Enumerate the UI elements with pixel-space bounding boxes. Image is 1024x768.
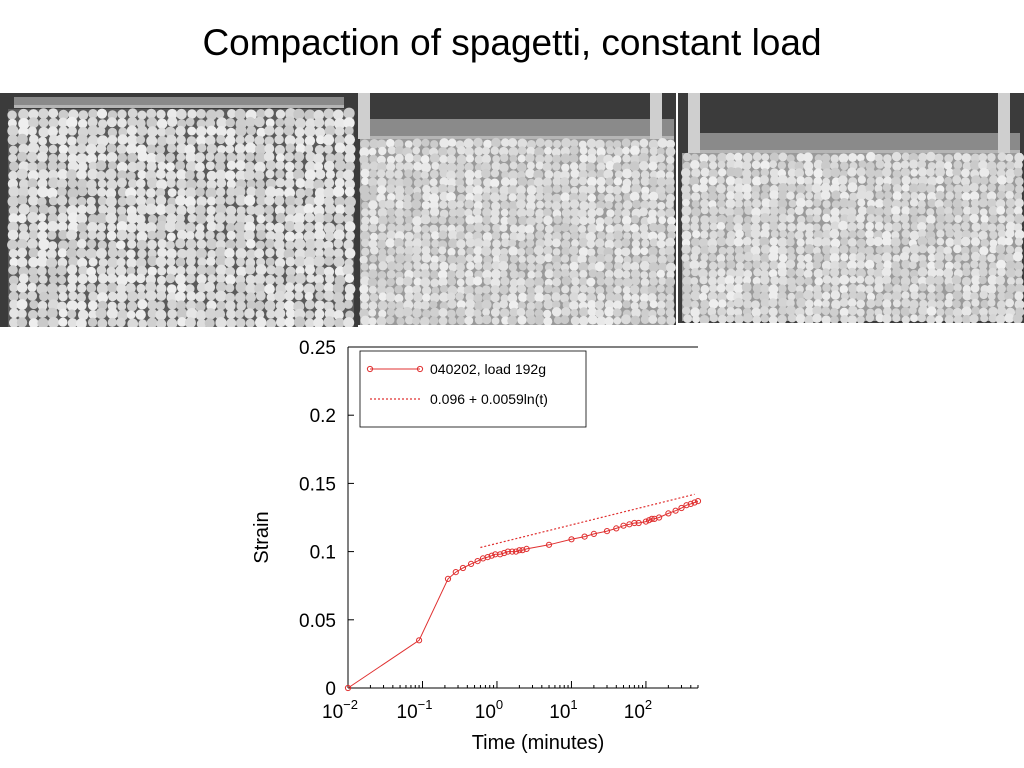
legend-marker: [416, 365, 424, 373]
legend-box: [359, 350, 587, 428]
spaghetti-photo-initial: [0, 93, 358, 327]
data-point: [665, 510, 672, 517]
spaghetti-photo-middle: [358, 93, 676, 325]
data-point: [642, 518, 649, 525]
legend-marker: [366, 365, 374, 373]
data-point: [501, 549, 508, 557]
slide-title: Compaction of spagetti, constant load: [202, 22, 822, 63]
data-point: [694, 498, 702, 505]
x-tick-label: 10−2: [322, 697, 358, 723]
data-point: [656, 514, 663, 521]
data-point: [504, 548, 511, 555]
photo-middle: [358, 93, 676, 325]
data-point: [512, 548, 520, 555]
data-point: [683, 502, 690, 509]
data-point: [484, 554, 491, 561]
data-point: [603, 528, 611, 535]
data-point: [488, 552, 495, 559]
data-point: [590, 530, 597, 537]
chart-svg: 0 0.05 0.1 0.15 0.2 0.25 10−2 10−1 100 101 102 Time…: [251, 338, 702, 754]
data-point: [568, 536, 575, 543]
fit-line: [480, 493, 695, 549]
data-point: [631, 519, 638, 527]
data-point: [691, 499, 698, 506]
y-tick-label: 0.1: [310, 543, 336, 564]
y-tick-label: 0.2: [310, 406, 336, 427]
data-point: [519, 547, 526, 554]
strain-chart: 0 0.05 0.1 0.15 0.2 0.25 10−2 10−1 100 101 102 Time…: [240, 330, 710, 768]
data-point: [687, 500, 694, 507]
photo-final: [678, 93, 1024, 323]
y-tick-label: 0.15: [299, 474, 336, 495]
data-point: [416, 637, 423, 644]
y-tick-label: 0.05: [299, 611, 336, 632]
y-tick-label: 0: [325, 679, 336, 700]
data-point: [497, 551, 504, 558]
y-tick-label: 0.25: [299, 338, 336, 359]
data-point: [672, 507, 679, 514]
data-point: [516, 547, 523, 554]
x-axis-title: Time (minutes): [472, 732, 605, 754]
x-tick-label: 102: [624, 697, 652, 723]
data-point: [613, 525, 620, 532]
data-point: [523, 545, 530, 552]
data-point: [648, 515, 655, 522]
legend-label-measured: 040202, load 192g: [430, 361, 546, 377]
data-point: [444, 575, 452, 582]
data-point: [509, 548, 516, 555]
data-point: [620, 522, 627, 529]
legend: 040202, load 192g 0.096 + 0.0059ln(t): [359, 350, 587, 428]
series-measured: [344, 498, 702, 692]
data-point: [474, 558, 481, 565]
data-point: [678, 504, 685, 512]
spaghetti-photo-final: [678, 93, 1024, 323]
data-point: [635, 519, 642, 527]
x-tick-label: 10−1: [397, 697, 433, 723]
data-point: [452, 569, 459, 576]
x-tick-label: 100: [475, 697, 503, 723]
photo-initial: [0, 93, 358, 327]
y-axis-title: Strain: [251, 511, 273, 563]
legend-label-fit: 0.096 + 0.0059ln(t): [430, 391, 548, 407]
data-point: [459, 564, 467, 572]
data-point: [581, 533, 588, 540]
x-tick-label: 101: [549, 697, 577, 723]
data-point: [545, 541, 553, 548]
series-line: [347, 500, 699, 689]
data-point: [468, 560, 475, 567]
data-point: [344, 684, 352, 692]
series-fit: [480, 493, 695, 549]
